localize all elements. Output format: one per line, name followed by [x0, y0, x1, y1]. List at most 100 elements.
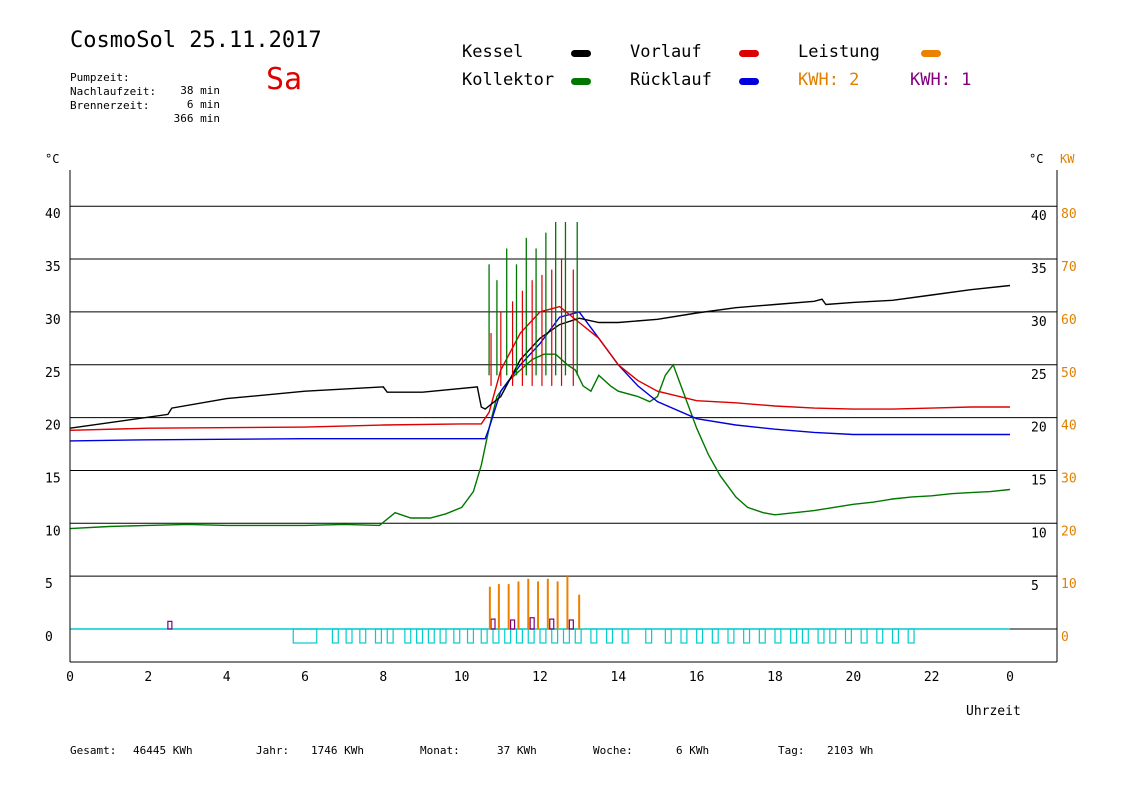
kwh-mark-3 — [529, 617, 535, 630]
x-tick: 10 — [454, 670, 470, 685]
pumpzeit-value: 38 min — [180, 84, 220, 97]
kw-tick: 60 — [1061, 313, 1077, 328]
y-unit-left: °C — [45, 152, 59, 166]
y-tick-right: 40 — [1031, 209, 1047, 224]
pump-block-5 — [386, 628, 394, 644]
pumpzeit-row: Pumpzeit: 38 min — [70, 58, 220, 97]
y-tick-left: 35 — [45, 260, 61, 275]
y-tick-right: 30 — [1031, 315, 1047, 330]
pump-block-38 — [860, 628, 868, 644]
pump-block-16 — [527, 628, 535, 644]
pump-block-11 — [466, 628, 475, 644]
pump-block-2 — [345, 628, 353, 644]
pump-block-39 — [876, 628, 884, 644]
y-tick-right: 5 — [1031, 579, 1039, 594]
pump-block-26 — [680, 628, 688, 644]
pump-block-12 — [480, 628, 488, 644]
legend-kollektor-swatch — [571, 78, 591, 85]
kw-tick: 40 — [1061, 419, 1077, 434]
y-tick-left: 0 — [45, 630, 53, 645]
kw-tick: 20 — [1061, 524, 1077, 539]
kw-tick: 30 — [1061, 471, 1077, 486]
pump-block-3 — [359, 628, 367, 644]
weekday-label: Sa — [266, 62, 303, 97]
kwh-mark-5 — [568, 619, 574, 630]
y-tick-right: 35 — [1031, 262, 1047, 277]
y-tick-left: 5 — [45, 577, 53, 592]
pump-block-6 — [404, 628, 412, 644]
pump-block-34 — [801, 628, 809, 644]
pump-block-4 — [374, 628, 382, 644]
y-tick-left: 30 — [45, 313, 61, 328]
x-tick: 12 — [532, 670, 548, 685]
pump-block-40 — [891, 628, 899, 644]
x-tick: 18 — [767, 670, 783, 685]
pump-block-10 — [453, 628, 461, 644]
kwh-mark-1 — [490, 618, 496, 630]
woche-label: Woche: — [593, 744, 633, 757]
pump-block-19 — [562, 628, 570, 644]
legend-ruecklauf-swatch — [739, 78, 759, 85]
pump-block-36 — [829, 628, 837, 644]
x-tick: 2 — [144, 670, 152, 685]
pump-block-37 — [844, 628, 852, 644]
x-tick: 0 — [1006, 670, 1014, 685]
series-vorlauf-line — [69, 305, 1010, 431]
x-tick: 14 — [611, 670, 627, 685]
legend-kessel-swatch — [571, 50, 591, 57]
gesamt-label: Gesamt: — [70, 744, 117, 757]
kw-unit: KW — [1060, 152, 1075, 166]
legend-leistung-label: Leistung — [798, 42, 880, 62]
pump-block-22 — [605, 628, 614, 644]
y-tick-right: 10 — [1031, 526, 1047, 541]
legend-vorlauf-swatch — [739, 50, 759, 57]
pump-block-23 — [621, 628, 629, 644]
pump-block-1 — [331, 628, 339, 644]
pump-block-13 — [492, 628, 500, 644]
monat-label: Monat: — [420, 744, 460, 757]
pump-block-31 — [758, 628, 766, 644]
x-tick: 0 — [66, 670, 74, 685]
legend-vorlauf-label: Vorlauf — [630, 42, 702, 62]
nachlaufzeit-row: Nachlaufzeit: 6 min — [70, 72, 220, 111]
pumpzeit-label: Pumpzeit: — [70, 71, 130, 84]
brennerzeit-row: Brennerzeit: 366 min — [70, 86, 220, 125]
kwh-mark-4 — [549, 618, 555, 630]
y-tick-right: 25 — [1031, 368, 1047, 383]
kw-tick: 10 — [1061, 577, 1077, 592]
kw-tick: 70 — [1061, 260, 1077, 275]
kwh-mark-0 — [167, 620, 173, 630]
pump-block-21 — [590, 628, 598, 644]
pump-block-27 — [696, 628, 704, 644]
x-tick: 16 — [689, 670, 705, 685]
pump-block-17 — [539, 628, 547, 644]
pump-block-7 — [416, 628, 424, 644]
y-tick-left: 20 — [45, 419, 61, 434]
jahr-value: 1746 KWh — [311, 744, 364, 757]
legend-leistung-swatch — [921, 50, 941, 57]
chart-title: CosmoSol 25.11.2017 — [70, 28, 322, 53]
pump-block-20 — [574, 628, 582, 644]
pump-block-30 — [743, 628, 751, 644]
pump-block-25 — [664, 628, 672, 644]
brennerzeit-label: Brennerzeit: — [70, 99, 150, 112]
kw-tick: 50 — [1061, 366, 1077, 381]
pump-block-8 — [427, 628, 435, 644]
pump-block-28 — [711, 628, 719, 644]
series-ruecklauf-line — [69, 311, 1010, 442]
legend-kessel-label: Kessel — [462, 42, 524, 62]
pump-block-32 — [774, 628, 782, 644]
pump-block-29 — [727, 628, 735, 644]
pump-block-35 — [817, 628, 825, 644]
legend-kwh2-label: KWH: 2 — [798, 70, 860, 90]
kw-tick: 0 — [1061, 630, 1069, 645]
tag-label: Tag: — [778, 744, 805, 757]
brennerzeit-value: 366 min — [173, 112, 220, 125]
nachlaufzeit-label: Nachlaufzeit: — [70, 85, 157, 98]
pump-block-41 — [907, 628, 915, 644]
series-kollektor-line — [69, 353, 1011, 530]
y-tick-right: 15 — [1031, 473, 1047, 488]
x-tick: 20 — [846, 670, 862, 685]
y-tick-left: 40 — [45, 207, 61, 222]
tag-value: 2103 Wh — [827, 744, 874, 757]
